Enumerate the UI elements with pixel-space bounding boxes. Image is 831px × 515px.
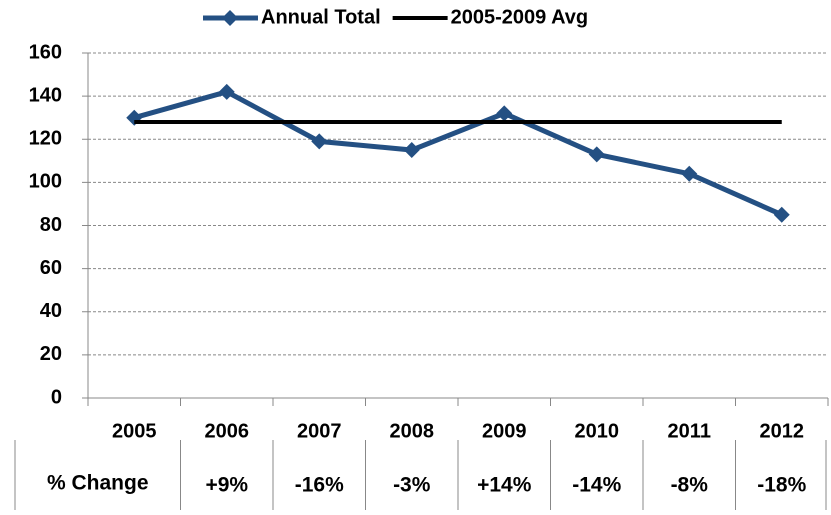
x-tick-label: 2011: [668, 420, 711, 442]
legend-label: 2005-2009 Avg: [451, 6, 589, 28]
table-label: % Change: [47, 472, 149, 495]
x-tick-label: 2006: [205, 420, 250, 442]
marker: [218, 83, 235, 100]
y-tick-label: 60: [40, 257, 62, 279]
legend-marker: [222, 10, 238, 26]
table-cell: -8%: [671, 474, 709, 497]
table-cell: +9%: [205, 474, 248, 497]
x-tick-label: 2010: [575, 420, 620, 442]
table-cell: -3%: [393, 474, 431, 497]
table-cell: -16%: [295, 474, 344, 497]
x-tick-label: 2005: [112, 420, 157, 442]
y-tick-label: 160: [29, 41, 62, 63]
marker: [773, 206, 790, 223]
y-tick-label: 80: [40, 214, 62, 236]
table-cell: -18%: [757, 474, 806, 497]
y-tick-label: 120: [29, 128, 62, 150]
marker: [311, 133, 328, 150]
y-tick-label: 0: [51, 386, 62, 408]
x-tick-label: 2009: [482, 420, 527, 442]
marker: [681, 165, 698, 182]
y-tick-label: 40: [40, 300, 62, 322]
x-tick-label: 2012: [760, 420, 805, 442]
y-tick-label: 20: [40, 343, 62, 365]
legend-label: Annual Total: [261, 6, 381, 28]
y-tick-label: 140: [29, 84, 62, 106]
x-tick-label: 2007: [297, 420, 342, 442]
x-tick-label: 2008: [390, 420, 435, 442]
table-cell: +14%: [477, 474, 532, 497]
table-cell: -14%: [572, 474, 621, 497]
marker: [588, 146, 605, 163]
line-series: [133, 89, 783, 218]
marker: [496, 105, 513, 122]
y-tick-label: 100: [29, 171, 62, 193]
marker: [403, 142, 420, 159]
